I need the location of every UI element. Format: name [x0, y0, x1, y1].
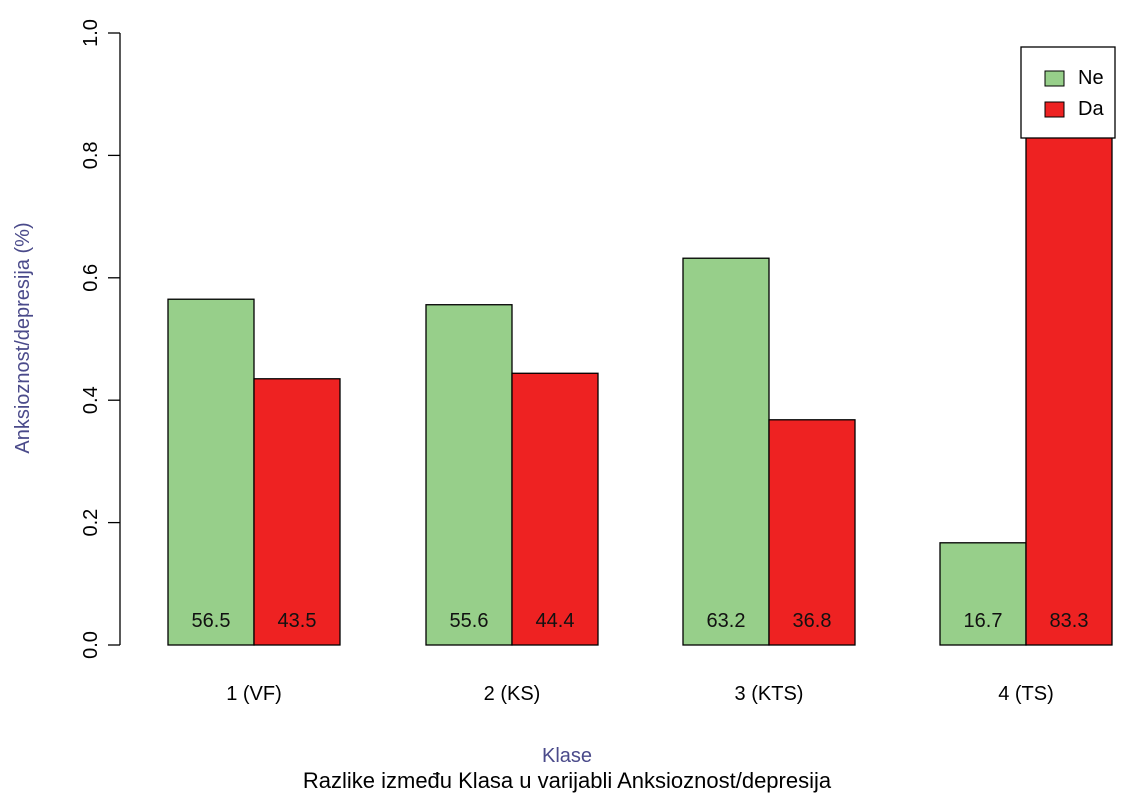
bars — [167, 134, 1113, 646]
bar-value-label: 16.7 — [964, 610, 1003, 632]
bar-value-label: 56.5 — [192, 610, 231, 632]
bar-da-1 — [253, 378, 341, 646]
legend-box — [1020, 46, 1116, 139]
y-axis: 0.0 0.2 0.4 0.6 0.8 1.0 — [80, 19, 121, 659]
bar-da-4 — [1025, 134, 1113, 646]
bar-da-3 — [768, 419, 856, 646]
y-tick-label: 0.4 — [80, 386, 102, 414]
legend-swatch-da — [1044, 101, 1065, 118]
bar-value-label: 43.5 — [278, 610, 317, 632]
legend-label-ne: Ne — [1078, 67, 1104, 89]
bar-ne-1 — [167, 298, 255, 646]
legend-label-da: Da — [1078, 98, 1104, 120]
y-tick-label: 1.0 — [80, 19, 102, 47]
y-tick-label: 0.0 — [80, 631, 102, 659]
y-tick-label: 0.2 — [80, 509, 102, 537]
x-axis-title: Klase — [542, 745, 592, 767]
x-category-label: 1 (VF) — [226, 683, 282, 705]
bar-da-2 — [511, 372, 599, 646]
x-axis-labels: 1 (VF) 2 (KS) 3 (KTS) 4 (TS) — [226, 683, 1054, 705]
bar-value-label: 36.8 — [793, 610, 832, 632]
y-axis-title: Anksioznost/depresija (%) — [12, 222, 34, 453]
chart-title: Razlike između Klasa u varijabli Anksioz… — [303, 768, 832, 793]
x-category-label: 2 (KS) — [484, 683, 541, 705]
bar-value-label: 63.2 — [707, 610, 746, 632]
bar-value-labels: 56.5 43.5 55.6 44.4 63.2 36.8 16.7 83.3 — [192, 610, 1089, 632]
legend-swatch-ne — [1044, 70, 1065, 87]
bar-value-label: 44.4 — [536, 610, 575, 632]
y-tick-label: 0.8 — [80, 141, 102, 169]
y-tick-label: 0.6 — [80, 264, 102, 292]
x-category-label: 4 (TS) — [998, 683, 1054, 705]
bar-value-label: 83.3 — [1050, 610, 1089, 632]
bar-value-label: 55.6 — [450, 610, 489, 632]
bar-ne-4 — [939, 542, 1027, 646]
bar-ne-3 — [682, 257, 770, 646]
legend: Ne Da — [1020, 46, 1116, 139]
bar-ne-2 — [425, 304, 513, 646]
x-category-label: 3 (KTS) — [735, 683, 804, 705]
